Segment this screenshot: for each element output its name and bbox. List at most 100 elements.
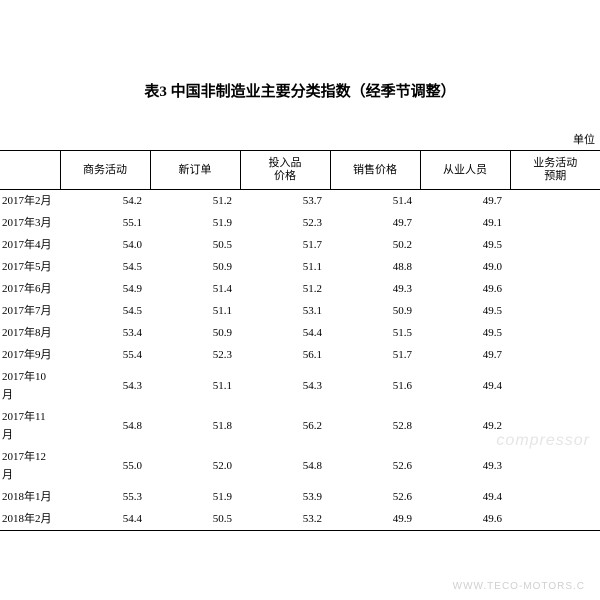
table-cell: 49.7 [420, 344, 510, 366]
col-header-input-price: 投入品价格 [240, 151, 330, 190]
table-cell: 54.5 [60, 300, 150, 322]
col-header-activity: 商务活动 [60, 151, 150, 190]
table-cell: 49.3 [330, 278, 420, 300]
table-cell: 51.5 [330, 322, 420, 344]
table-cell [510, 256, 600, 278]
col-header-orders: 新订单 [150, 151, 240, 190]
table-cell: 53.4 [60, 322, 150, 344]
table-cell: 2017年4月 [0, 234, 60, 256]
table-row: 2018年2月54.450.553.249.949.6 [0, 508, 600, 531]
table-cell: 48.8 [330, 256, 420, 278]
table-cell: 50.9 [330, 300, 420, 322]
footer-url: WWW.TECO-MOTORS.C [453, 581, 585, 592]
table-cell: 51.9 [150, 212, 240, 234]
table-cell [510, 322, 600, 344]
table-cell: 55.1 [60, 212, 150, 234]
table-cell: 52.8 [330, 406, 420, 446]
table-cell: 49.0 [420, 256, 510, 278]
table-cell: 53.7 [240, 190, 330, 213]
table-cell: 51.9 [150, 486, 240, 508]
table-cell: 2017年9月 [0, 344, 60, 366]
table-cell: 49.4 [420, 366, 510, 406]
table-cell: 55.3 [60, 486, 150, 508]
table-row: 2017年3月55.151.952.349.749.1 [0, 212, 600, 234]
table-cell: 54.2 [60, 190, 150, 213]
table-cell: 2017年3月 [0, 212, 60, 234]
table-cell: 50.2 [330, 234, 420, 256]
table-cell: 53.9 [240, 486, 330, 508]
table-cell: 49.7 [420, 190, 510, 213]
table-cell [510, 300, 600, 322]
table-cell: 51.4 [150, 278, 240, 300]
table-cell: 49.3 [420, 446, 510, 486]
table-cell: 52.3 [150, 344, 240, 366]
table-cell: 54.8 [60, 406, 150, 446]
table-wrapper: 商务活动 新订单 投入品价格 销售价格 从业人员 业务活动预期 2017年2月5… [0, 150, 600, 531]
table-cell: 54.8 [240, 446, 330, 486]
table-cell: 51.7 [240, 234, 330, 256]
table-title: 表3 中国非制造业主要分类指数（经季节调整） [0, 80, 600, 101]
watermark-text: compressor [496, 432, 590, 450]
table-cell: 49.4 [420, 486, 510, 508]
table-cell: 55.4 [60, 344, 150, 366]
table-row: 2017年4月54.050.551.750.249.5 [0, 234, 600, 256]
table-row: 2017年12月55.052.054.852.649.3 [0, 446, 600, 486]
table-row: 2017年5月54.550.951.148.849.0 [0, 256, 600, 278]
table-cell: 51.2 [240, 278, 330, 300]
table-cell: 51.1 [150, 300, 240, 322]
table-row: 2017年2月54.251.253.751.449.7 [0, 190, 600, 213]
table-row: 2018年1月55.351.953.952.649.4 [0, 486, 600, 508]
col-header-period [0, 151, 60, 190]
col-header-expectation: 业务活动预期 [510, 151, 600, 190]
table-cell [510, 508, 600, 531]
table-cell: 2017年2月 [0, 190, 60, 213]
table-cell [510, 278, 600, 300]
table-cell: 55.0 [60, 446, 150, 486]
table-cell: 51.1 [240, 256, 330, 278]
table-cell: 54.3 [60, 366, 150, 406]
table-cell: 51.7 [330, 344, 420, 366]
table-cell: 54.4 [60, 508, 150, 531]
table-cell [510, 212, 600, 234]
table-cell: 2018年1月 [0, 486, 60, 508]
table-cell: 52.6 [330, 446, 420, 486]
table-cell: 51.2 [150, 190, 240, 213]
table-cell: 53.2 [240, 508, 330, 531]
table-row: 2017年8月53.450.954.451.549.5 [0, 322, 600, 344]
table-cell: 2017年10月 [0, 366, 60, 406]
table-cell: 54.3 [240, 366, 330, 406]
table-row: 2017年9月55.452.356.151.749.7 [0, 344, 600, 366]
table-cell: 50.9 [150, 322, 240, 344]
table-cell [510, 486, 600, 508]
table-cell: 56.1 [240, 344, 330, 366]
table-cell: 49.5 [420, 300, 510, 322]
table-cell: 50.9 [150, 256, 240, 278]
table-cell: 56.2 [240, 406, 330, 446]
table-cell [510, 366, 600, 406]
table-cell: 51.1 [150, 366, 240, 406]
table-cell: 50.5 [150, 508, 240, 531]
data-table: 商务活动 新订单 投入品价格 销售价格 从业人员 业务活动预期 2017年2月5… [0, 150, 600, 531]
table-header-row: 商务活动 新订单 投入品价格 销售价格 从业人员 业务活动预期 [0, 151, 600, 190]
table-cell: 49.6 [420, 508, 510, 531]
table-cell: 2017年6月 [0, 278, 60, 300]
table-cell: 49.7 [330, 212, 420, 234]
table-cell: 53.1 [240, 300, 330, 322]
table-cell: 49.5 [420, 322, 510, 344]
table-row: 2017年10月54.351.154.351.649.4 [0, 366, 600, 406]
table-cell: 54.4 [240, 322, 330, 344]
table-cell: 49.6 [420, 278, 510, 300]
table-cell [510, 234, 600, 256]
table-cell: 49.9 [330, 508, 420, 531]
unit-label: 单位 [0, 131, 600, 147]
table-cell: 49.1 [420, 212, 510, 234]
table-body: 2017年2月54.251.253.751.449.72017年3月55.151… [0, 190, 600, 531]
table-cell: 52.3 [240, 212, 330, 234]
table-cell: 54.9 [60, 278, 150, 300]
table-row: 2017年6月54.951.451.249.349.6 [0, 278, 600, 300]
table-cell: 52.0 [150, 446, 240, 486]
table-cell: 50.5 [150, 234, 240, 256]
table-cell: 51.6 [330, 366, 420, 406]
table-cell: 52.6 [330, 486, 420, 508]
col-header-sales-price: 销售价格 [330, 151, 420, 190]
